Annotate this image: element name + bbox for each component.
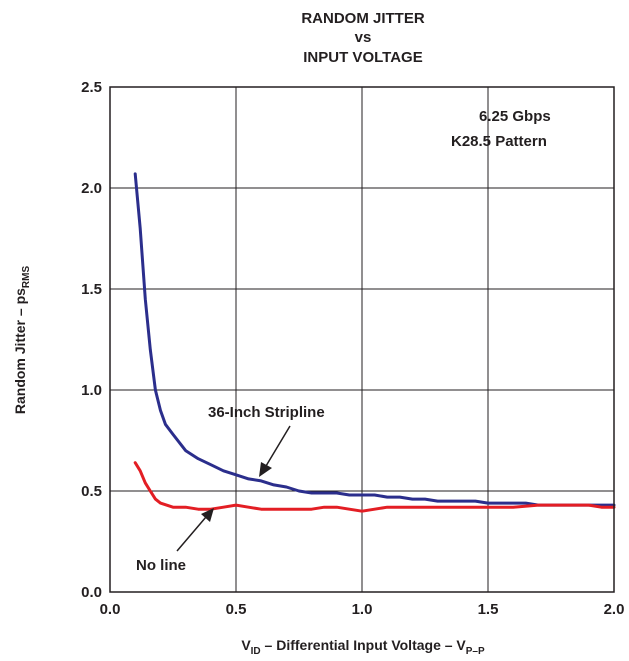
stripline-callout-arrow (265, 425, 291, 467)
y-tick-label: 0.5 (81, 483, 102, 500)
annotation-pattern: K28.5 Pattern (451, 133, 547, 150)
chart-title-line-3: INPUT VOLTAGE (303, 49, 422, 66)
y-tick-label: 1.0 (81, 382, 102, 399)
plot-frame (109, 86, 615, 593)
x-tick-label: 2.0 (604, 601, 625, 618)
series-line-no-line (133, 461, 616, 513)
y-axis-label: Random Jitter – psRMS (12, 266, 32, 415)
y-tick-label: 2.0 (81, 180, 102, 197)
y-tick-label: 2.5 (81, 79, 102, 96)
no-line-callout-arrowhead (201, 508, 214, 522)
series-label-no-line: No line (136, 557, 186, 574)
stripline-callout-arrowhead (259, 462, 272, 477)
x-axis-label-sub2: P–P (466, 646, 485, 657)
grid (110, 87, 614, 592)
x-axis-label-sub1: ID (251, 646, 261, 657)
y-axis-label-main: Random Jitter – ps (12, 288, 28, 414)
x-tick-label: 1.0 (352, 601, 373, 618)
y-axis-label-sub: RMS (21, 266, 32, 289)
chart-title-line-2: vs (355, 29, 372, 46)
x-axis-label-mid: – Differential Input Voltage – V (261, 637, 467, 653)
series-lines (133, 172, 616, 513)
x-tick-label: 1.5 (478, 601, 499, 618)
y-tick-label: 1.5 (81, 281, 102, 298)
no-line-callout-arrow (176, 516, 207, 552)
chart-title-line-1: RANDOM JITTER (301, 10, 425, 27)
x-axis-label-main: V (241, 637, 251, 653)
x-tick-label: 0.0 (100, 601, 121, 618)
tick-labels: 0.0 0.5 1.0 1.5 2.0 0.0 0.5 1.0 1.5 2.0 2.5 (81, 79, 624, 618)
x-tick-label: 0.5 (226, 601, 247, 618)
series-line-stripline (133, 172, 616, 507)
series-label-stripline: 36-Inch Stripline (208, 404, 325, 421)
x-axis-label: VID – Differential Input Voltage – VP–P (241, 637, 485, 657)
y-tick-label: 0.0 (81, 584, 102, 601)
annotation-rate: 6.25 Gbps (479, 108, 551, 125)
